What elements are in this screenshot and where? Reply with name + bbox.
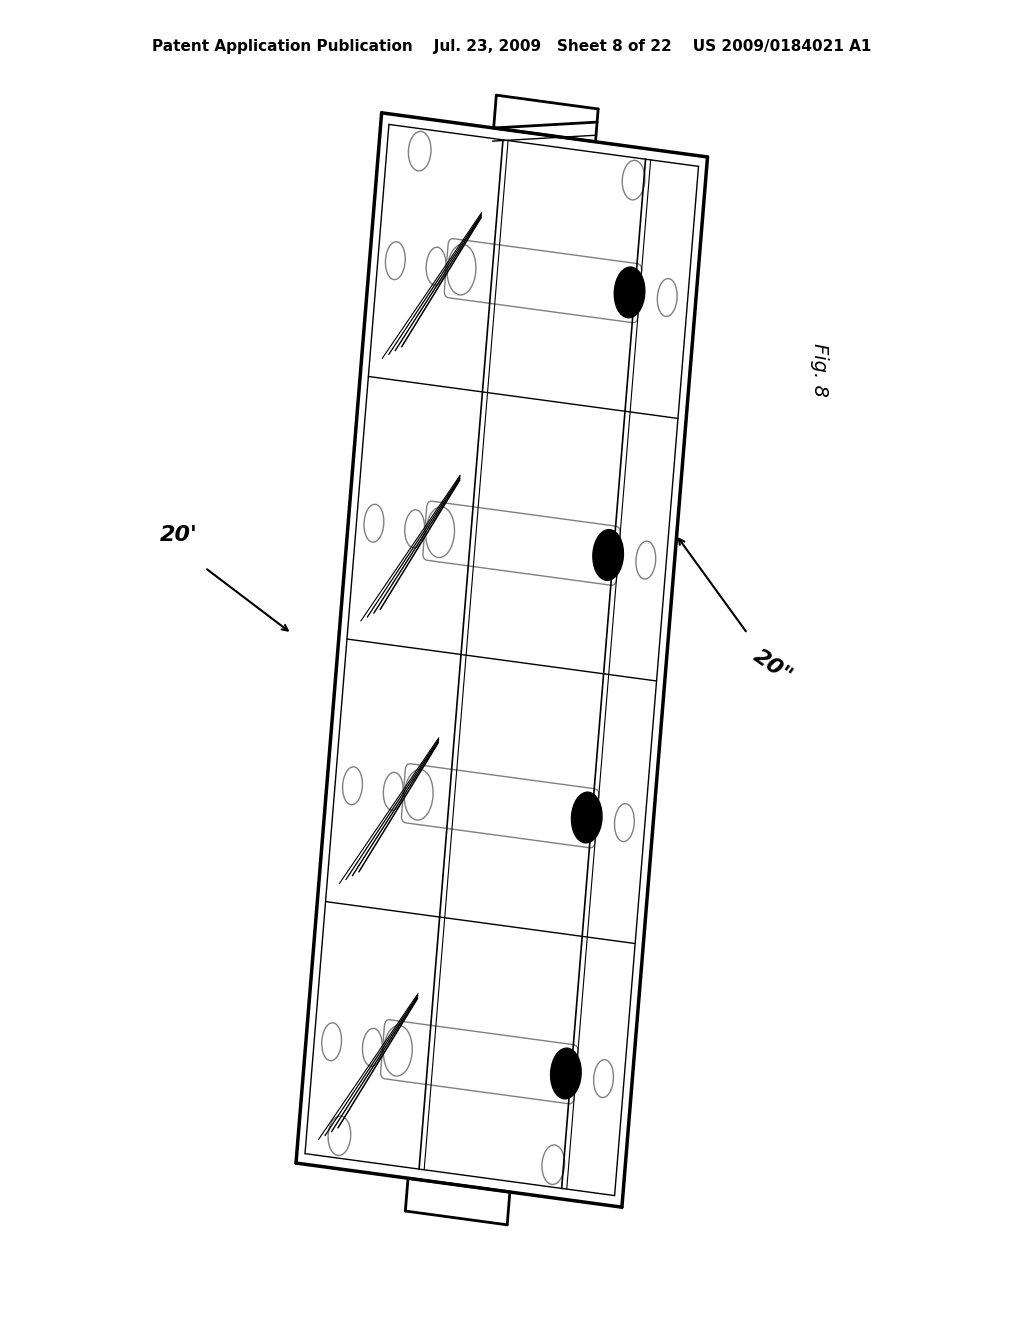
Text: 20': 20' bbox=[161, 524, 198, 545]
Text: 20": 20" bbox=[750, 647, 797, 686]
Ellipse shape bbox=[426, 247, 445, 285]
Ellipse shape bbox=[551, 1048, 582, 1098]
Ellipse shape bbox=[409, 132, 431, 170]
Ellipse shape bbox=[404, 510, 425, 548]
Ellipse shape bbox=[593, 529, 624, 581]
Ellipse shape bbox=[571, 792, 602, 843]
Ellipse shape bbox=[614, 267, 645, 318]
Ellipse shape bbox=[623, 160, 645, 199]
FancyBboxPatch shape bbox=[401, 764, 599, 847]
FancyBboxPatch shape bbox=[444, 239, 642, 322]
Ellipse shape bbox=[328, 1115, 351, 1155]
FancyBboxPatch shape bbox=[423, 502, 621, 585]
Ellipse shape bbox=[362, 1028, 382, 1067]
Text: Patent Application Publication    Jul. 23, 2009   Sheet 8 of 22    US 2009/01840: Patent Application Publication Jul. 23, … bbox=[153, 38, 871, 54]
Ellipse shape bbox=[383, 1026, 413, 1076]
Ellipse shape bbox=[343, 767, 362, 805]
FancyBboxPatch shape bbox=[381, 1020, 578, 1104]
Ellipse shape bbox=[657, 279, 677, 317]
Ellipse shape bbox=[542, 1144, 564, 1184]
Ellipse shape bbox=[364, 504, 384, 543]
Ellipse shape bbox=[404, 770, 433, 820]
Ellipse shape bbox=[385, 242, 406, 280]
Ellipse shape bbox=[594, 1060, 613, 1097]
Ellipse shape bbox=[447, 244, 476, 294]
Ellipse shape bbox=[383, 772, 403, 810]
Text: Fig. 8: Fig. 8 bbox=[810, 343, 828, 396]
Ellipse shape bbox=[322, 1023, 342, 1061]
Ellipse shape bbox=[636, 541, 655, 579]
Ellipse shape bbox=[426, 507, 455, 557]
Ellipse shape bbox=[614, 804, 634, 842]
